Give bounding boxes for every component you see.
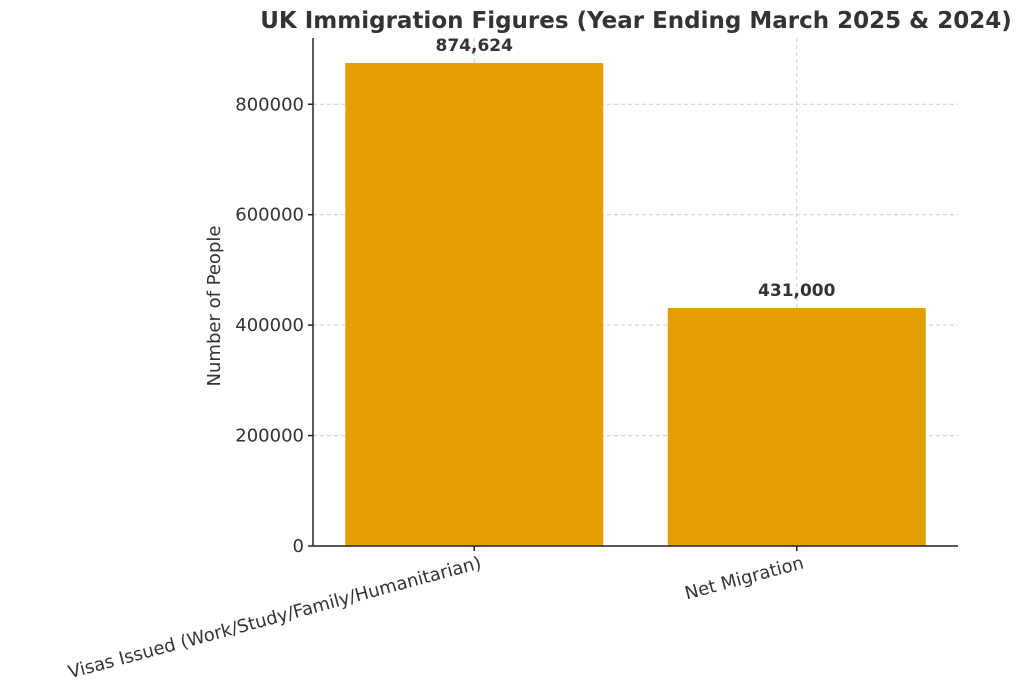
bar-0 xyxy=(345,63,604,546)
y-axis-ticks: 0 200000 400000 600000 800000 xyxy=(235,94,313,557)
y-tick-label-3: 600000 xyxy=(235,205,304,226)
y-tick-label-4: 800000 xyxy=(235,94,304,115)
y-tick-label-1: 200000 xyxy=(235,426,304,447)
bar-1 xyxy=(667,308,926,546)
axes xyxy=(312,38,958,547)
x-category-label-0: Visas Issued (Work/Study/Family/Humanita… xyxy=(66,553,484,684)
data-label-0: 874,624 xyxy=(436,36,514,56)
y-axis-label: Number of People xyxy=(204,226,225,387)
data-label-1: 431,000 xyxy=(758,281,836,301)
data-labels: 874,624 431,000 xyxy=(436,36,836,301)
chart-title: UK Immigration Figures (Year Ending Marc… xyxy=(260,8,1012,34)
y-tick-label-0: 0 xyxy=(293,536,304,557)
y-tick-label-2: 400000 xyxy=(235,315,304,336)
x-axis-category-labels: Visas Issued (Work/Study/Family/Humanita… xyxy=(66,546,806,683)
bars xyxy=(345,63,926,546)
x-category-label-1: Net Migration xyxy=(683,553,806,605)
